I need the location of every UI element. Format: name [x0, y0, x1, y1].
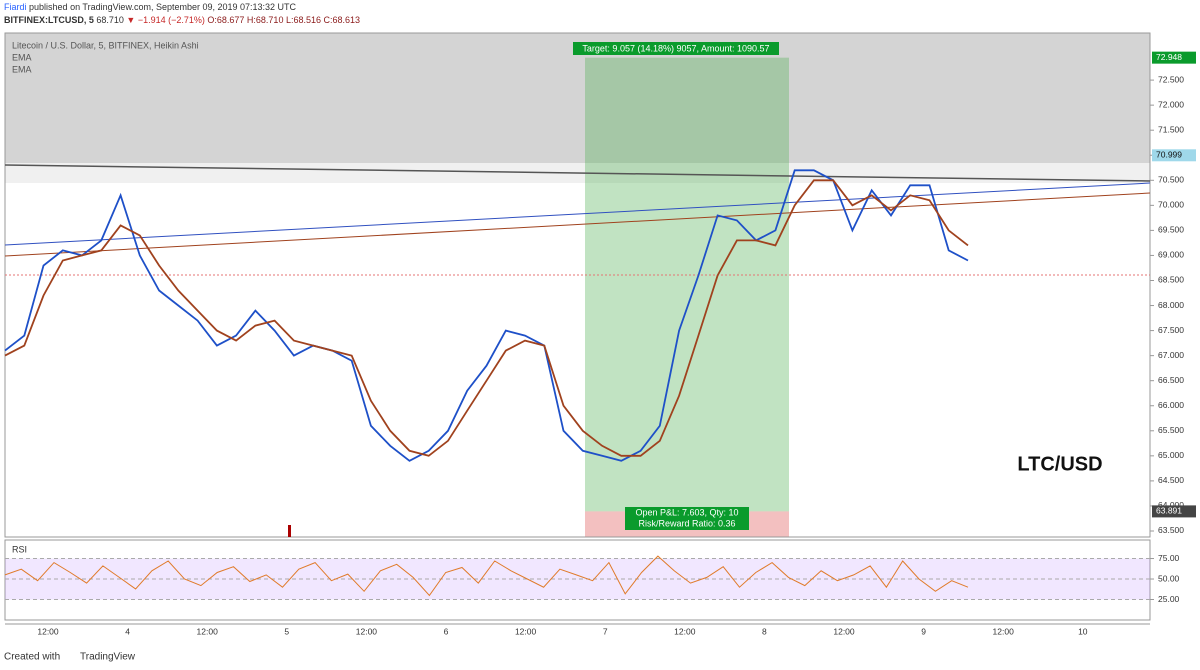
- footer-created: Created with: [4, 652, 60, 663]
- published: published on TradingView.com, September …: [29, 2, 297, 12]
- x-tick-label: 12:00: [515, 626, 537, 636]
- profit-zone: [585, 57, 789, 512]
- panel-frame: [4, 32, 1151, 538]
- price-tag-label: 72.948: [1156, 52, 1182, 62]
- y-tick-label: 64.500: [1158, 475, 1184, 485]
- x-tick-label: 8: [762, 626, 767, 636]
- pnl-box: [625, 507, 749, 530]
- series-line: [4, 179, 969, 457]
- target-label: Target: 9.057 (14.18%) 9057, Amount: 109…: [582, 43, 769, 53]
- x-tick-label: 12:00: [674, 626, 696, 636]
- x-tick-label: 12:00: [993, 626, 1015, 636]
- legend-entry: EMA: [12, 64, 32, 74]
- x-tick-label: 7: [603, 626, 608, 636]
- panel-title: RSI: [12, 544, 27, 554]
- y-tick-label: 69.500: [1158, 225, 1184, 235]
- y-tick-label: 65.000: [1158, 450, 1184, 460]
- trend-line: [4, 164, 1151, 182]
- x-tick-label: 6: [444, 626, 449, 636]
- y-tick-label: 72.000: [1158, 99, 1184, 109]
- trend-line: [4, 192, 1151, 257]
- rr-label: Risk/Reward Ratio: 0.36: [638, 518, 735, 528]
- y-tick-label: 50.00: [1158, 573, 1180, 583]
- y-tick-label: 68.000: [1158, 300, 1184, 310]
- price-tag: [1152, 149, 1196, 162]
- panel-frame: [4, 539, 1151, 621]
- y-tick-label: 64.000: [1158, 500, 1184, 510]
- price-tag-label: 63.891: [1156, 506, 1182, 516]
- panel-title: LTC/USD: [1017, 453, 1102, 475]
- x-tick-label: 12:00: [833, 626, 855, 636]
- pnl-label: Open P&L: 7.603, Qty: 10: [635, 507, 738, 517]
- header-line: Fiardi published on TradingView.com, Sep…: [4, 2, 297, 12]
- x-tick-label: 12:00: [356, 626, 378, 636]
- trend-line: [4, 182, 1151, 246]
- x-tick-label: 12:00: [197, 626, 219, 636]
- legend-entry: EMA: [12, 52, 32, 62]
- y-tick-label: 69.000: [1158, 250, 1184, 260]
- y-tick-label: 70.000: [1158, 200, 1184, 210]
- author: Fiardi: [4, 2, 27, 12]
- y-tick-label: 70.500: [1158, 175, 1184, 185]
- x-tick-label: 12:00: [37, 626, 59, 636]
- y-tick-label: 65.500: [1158, 425, 1184, 435]
- series-line: [4, 169, 969, 462]
- target-box: [573, 42, 779, 55]
- ohlc: O:68.677 H:68.710 L:68.516 C:68.613: [207, 15, 360, 25]
- marker: [288, 525, 291, 537]
- y-tick-label: 66.500: [1158, 375, 1184, 385]
- y-tick-label: 68.500: [1158, 275, 1184, 285]
- y-tick-label: 66.000: [1158, 400, 1184, 410]
- x-tick-label: 9: [921, 626, 926, 636]
- last: 68.710: [96, 15, 124, 25]
- price-tag-label: 70.999: [1156, 150, 1182, 160]
- y-tick-label: 25.00: [1158, 594, 1180, 604]
- x-tick-label: 4: [125, 626, 130, 636]
- x-tick-label: 5: [284, 626, 289, 636]
- y-tick-label: 67.500: [1158, 325, 1184, 335]
- legend-entry: Litecoin / U.S. Dollar, 5, BITFINEX, Hei…: [12, 40, 199, 50]
- symbol: BITFINEX:LTCUSD, 5: [4, 15, 94, 25]
- y-tick-label: 75.00: [1158, 553, 1180, 563]
- symbol-line: BITFINEX:LTCUSD, 5 68.710 ▼ −1.914 (−2.7…: [4, 15, 360, 25]
- series-line: [4, 555, 969, 597]
- y-tick-label: 71.500: [1158, 124, 1184, 134]
- y-tick-label: 72.500: [1158, 74, 1184, 84]
- footer-brand: TradingView: [80, 652, 136, 663]
- price-tag: [1152, 51, 1196, 64]
- y-tick-label: 67.000: [1158, 350, 1184, 360]
- y-tick-label: 63.500: [1158, 525, 1184, 535]
- change: ▼ −1.914 (−2.71%): [126, 15, 204, 25]
- price-tag: [1152, 505, 1196, 518]
- x-tick-label: 10: [1078, 626, 1088, 636]
